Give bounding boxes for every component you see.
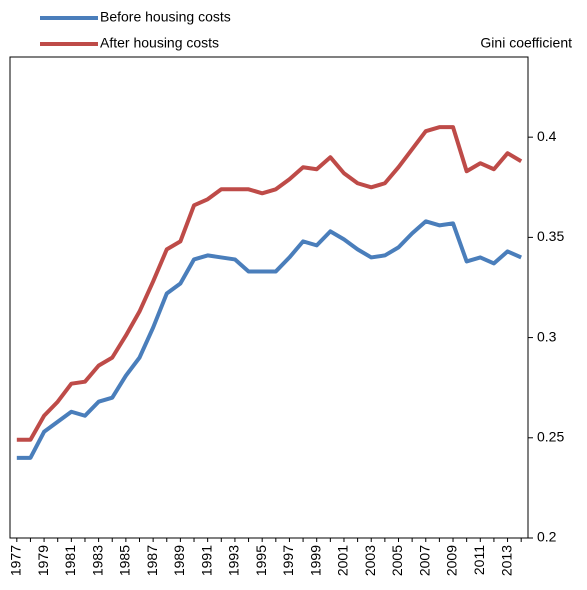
x-tick-label: 2007 xyxy=(416,545,432,576)
line-series xyxy=(16,125,523,442)
x-tick-label: 1977 xyxy=(8,545,24,576)
x-tick-label: 1981 xyxy=(62,545,78,576)
y-tick-label: 0.3 xyxy=(537,328,557,344)
x-tick-label: 1987 xyxy=(144,545,160,576)
x-tick-label: 2011 xyxy=(471,545,487,575)
x-tick-label: 1991 xyxy=(198,545,214,576)
y-tick-label: 0.25 xyxy=(537,428,564,444)
y-tick-label: 0.2 xyxy=(537,529,557,545)
y-tick-label: 0.35 xyxy=(537,228,564,244)
x-tick-label: 2003 xyxy=(362,545,378,576)
x-tick-label: 2001 xyxy=(335,545,351,576)
x-tick-label: 2013 xyxy=(498,545,514,576)
y-axis-title: Gini coefficient xyxy=(480,35,572,51)
legend-label: Before housing costs xyxy=(100,9,231,25)
x-tick-label: 1985 xyxy=(117,545,133,576)
line-series xyxy=(16,219,522,460)
legend-label: After housing costs xyxy=(100,35,219,51)
plot-frame xyxy=(9,56,529,539)
x-tick-label: 1999 xyxy=(307,545,323,576)
x-tick-label: 2005 xyxy=(389,545,405,576)
y-tick-label: 0.4 xyxy=(537,128,557,144)
x-tick-label: 1993 xyxy=(226,545,242,576)
x-tick-label: 1997 xyxy=(280,545,296,576)
x-tick-label: 1979 xyxy=(35,545,51,576)
x-tick-label: 1995 xyxy=(253,545,269,576)
x-tick-label: 1983 xyxy=(89,545,105,576)
x-tick-label: 2009 xyxy=(444,545,460,576)
x-tick-label: 1989 xyxy=(171,545,187,576)
